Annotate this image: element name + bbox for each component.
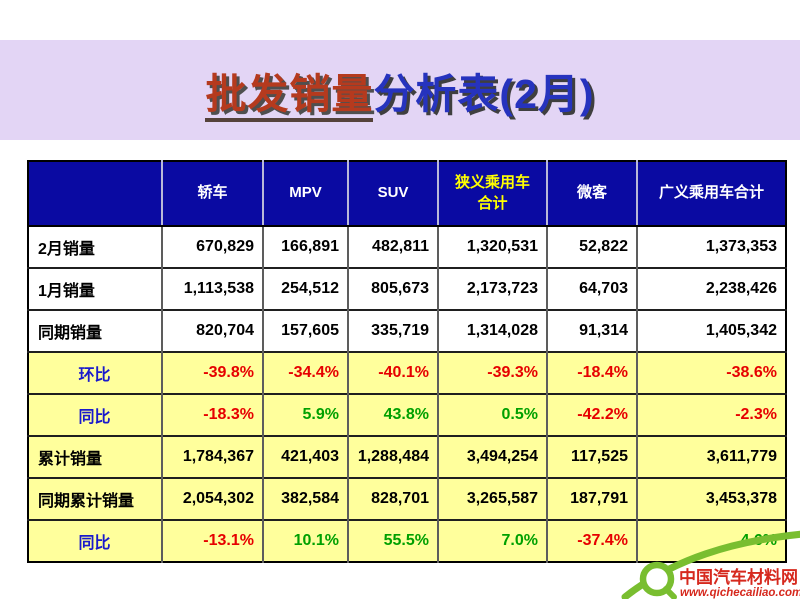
table-row: 环比 -39.8% -34.4% -40.1% -39.3% -18.4% -38.6% (28, 351, 786, 394)
table-cell: 55.5% (347, 519, 438, 562)
table-cell: 166,891 (262, 225, 348, 268)
logo-q-icon (639, 561, 675, 597)
table-cell: -39.3% (437, 351, 547, 394)
table-cell: 1,320,531 (437, 225, 547, 268)
row-label: 同比 (28, 393, 162, 436)
col-header: SUV (347, 161, 438, 227)
table-cell: 7.0% (437, 519, 547, 562)
table-cell: -38.6% (636, 351, 786, 394)
table-cell: 1,314,028 (437, 309, 547, 352)
table-cell: 187,791 (546, 477, 637, 520)
table-cell: -42.2% (546, 393, 637, 436)
table-cell: -18.3% (161, 393, 263, 436)
page-title: 批发销量分析表(2月) (205, 60, 595, 122)
watermark-logo: 中国汽车材料网 www.qichecailiao.com (621, 530, 800, 599)
table-row: 累计销量 1,784,367 421,403 1,288,484 3,494,254 11… (28, 435, 786, 478)
row-label: 同期销量 (28, 309, 162, 352)
row-label: 同比 (28, 519, 162, 562)
row-label: 2月销量 (28, 225, 162, 268)
col-header: MPV (262, 161, 348, 227)
row-label: 累计销量 (28, 435, 162, 478)
table-cell: 2,173,723 (437, 267, 547, 310)
table-cell: -40.1% (347, 351, 438, 394)
table-cell: 1,405,342 (636, 309, 786, 352)
table-cell: 1,113,538 (161, 267, 263, 310)
table-cell: 10.1% (262, 519, 348, 562)
table-cell: 5.9% (262, 393, 348, 436)
table-cell: 828,701 (347, 477, 438, 520)
sales-table: 轿车 MPV SUV 狭义乘用车 合计 微客 广义乘用车合计 2月销量 670,829 166… (27, 160, 787, 563)
row-label: 环比 (28, 351, 162, 394)
table-cell: 64,703 (546, 267, 637, 310)
table-cell: 52,822 (546, 225, 637, 268)
col-header: 轿车 (161, 161, 263, 227)
table-row: 同期销量 820,704 157,605 335,719 1,314,028 91,314… (28, 309, 786, 352)
watermark-site-name: 中国汽车材料网 (679, 567, 798, 587)
table-row: 同比 -13.1% 10.1% 55.5% 7.0% -37.4% 4.6% (28, 519, 786, 562)
logo-q-tail (663, 586, 677, 599)
corner-header (28, 161, 162, 227)
table-cell: 3,453,378 (636, 477, 786, 520)
table-cell: -39.8% (161, 351, 263, 394)
table-row: 1月销量 1,113,538 254,512 805,673 2,173,723 64,7… (28, 267, 786, 310)
table-cell: 335,719 (347, 309, 438, 352)
row-label: 1月销量 (28, 267, 162, 310)
table-cell: 670,829 (161, 225, 263, 268)
table-cell: 157,605 (262, 309, 348, 352)
table-cell: 805,673 (347, 267, 438, 310)
row-label: 同期累计销量 (28, 477, 162, 520)
col-header: 广义乘用车合计 (636, 161, 786, 227)
table-cell: 3,494,254 (437, 435, 547, 478)
table-cell: 382,584 (262, 477, 348, 520)
table-row: 2月销量 670,829 166,891 482,811 1,320,531 52,822… (28, 225, 786, 268)
title-band: 批发销量分析表(2月) (0, 40, 800, 140)
table-cell: 3,265,587 (437, 477, 547, 520)
table-cell: 820,704 (161, 309, 263, 352)
header-row: 轿车 MPV SUV 狭义乘用车 合计 微客 广义乘用车合计 (28, 161, 786, 227)
table-cell: -13.1% (161, 519, 263, 562)
table-cell: 421,403 (262, 435, 348, 478)
title-rest: 分析表(2月) (373, 71, 595, 117)
table-row: 同比 -18.3% 5.9% 43.8% 0.5% -42.2% -2.3% (28, 393, 786, 436)
table-cell: -18.4% (546, 351, 637, 394)
table-cell: 254,512 (262, 267, 348, 310)
table-cell: 117,525 (546, 435, 637, 478)
table-cell: 482,811 (347, 225, 438, 268)
table-row: 同期累计销量 2,054,302 382,584 828,701 3,265,587 18… (28, 477, 786, 520)
col-header: 狭义乘用车 合计 (437, 161, 547, 227)
table-cell: 3,611,779 (636, 435, 786, 478)
table-cell: 1,373,353 (636, 225, 786, 268)
table-cell: -2.3% (636, 393, 786, 436)
table-cell: 1,288,484 (347, 435, 438, 478)
table-cell: 1,784,367 (161, 435, 263, 478)
table-cell: -37.4% (546, 519, 637, 562)
table-cell: -34.4% (262, 351, 348, 394)
col-header: 微客 (546, 161, 637, 227)
table-cell: 43.8% (347, 393, 438, 436)
table-cell: 2,238,426 (636, 267, 786, 310)
table-cell: 91,314 (546, 309, 637, 352)
table-cell: 0.5% (437, 393, 547, 436)
table-cell: 2,054,302 (161, 477, 263, 520)
watermark-site-url: www.qichecailiao.com (680, 587, 800, 599)
title-highlight: 批发销量 (205, 71, 374, 122)
